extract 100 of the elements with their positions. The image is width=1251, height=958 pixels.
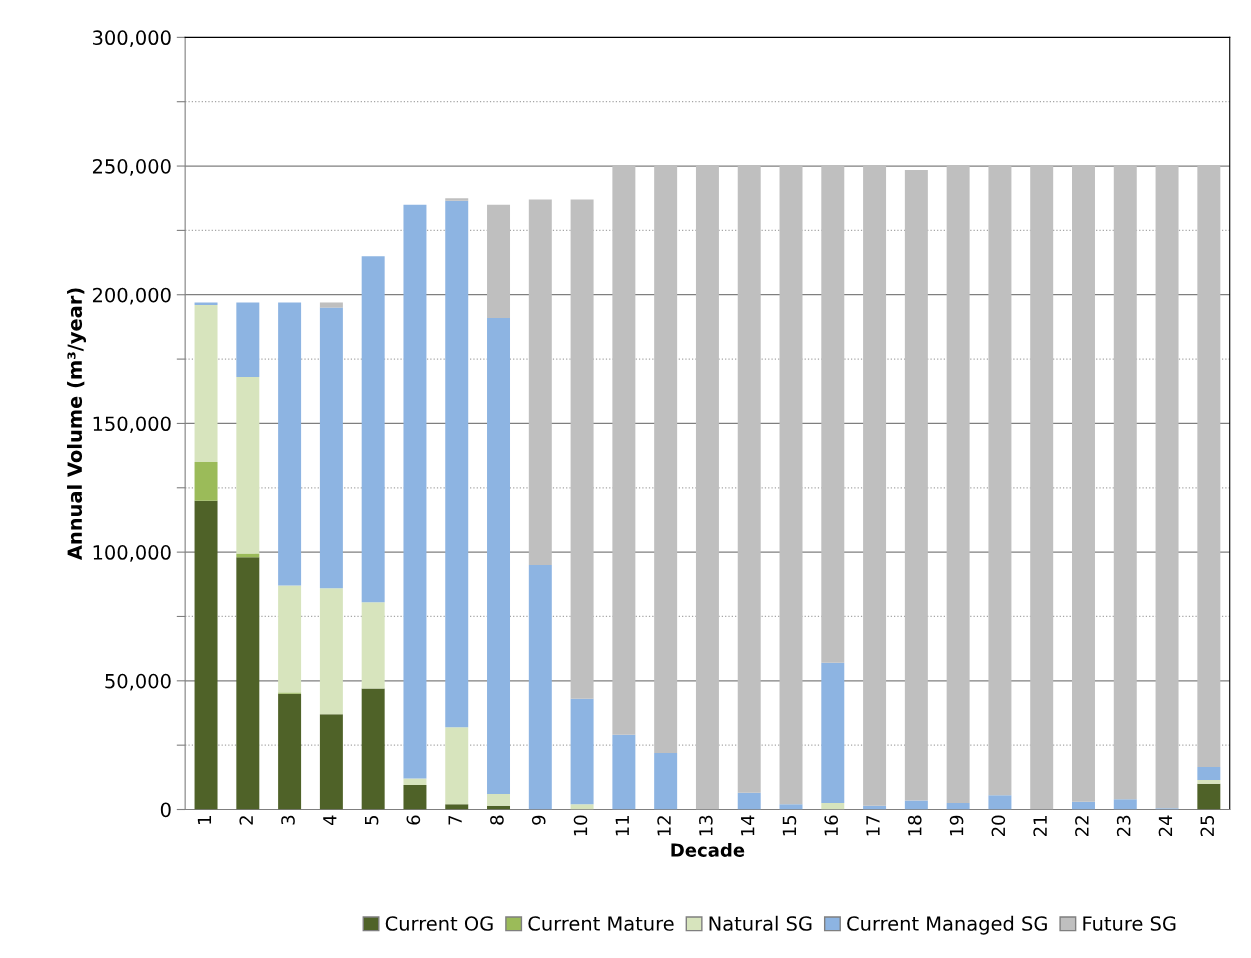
bar: [612, 734, 636, 810]
x-tick-label: 2: [239, 816, 253, 825]
bar: [487, 317, 511, 795]
x-tick-label: 11: [615, 816, 629, 836]
x-tick-label: 6: [406, 815, 421, 825]
bar: [278, 693, 302, 810]
bar: [361, 602, 385, 689]
bar: [1197, 783, 1221, 810]
bar: [570, 199, 594, 699]
legend-label: Current Managed SG: [847, 915, 1047, 935]
bar: [236, 302, 260, 378]
bar: [1197, 779, 1221, 784]
x-tick-label: 22: [1075, 816, 1089, 837]
x-axis-title: Decade: [671, 842, 745, 857]
bar: [445, 198, 469, 201]
bar: [403, 785, 427, 810]
bar: [361, 688, 385, 810]
bar: [821, 166, 845, 663]
bar: [612, 166, 636, 735]
bar: [403, 778, 427, 786]
bar: [654, 166, 678, 753]
legend-label: Current Mature: [528, 916, 674, 931]
bar: [194, 462, 218, 501]
x-tick-label: 3: [281, 815, 295, 825]
bar: [988, 166, 1012, 796]
x-tick-label: 4: [323, 815, 337, 825]
bar: [278, 585, 302, 693]
bar: [654, 752, 678, 810]
bar: [528, 565, 552, 810]
y-tick-label: 300,000: [93, 30, 171, 48]
x-tick-label: 21: [1033, 816, 1047, 837]
bar: [863, 166, 887, 806]
bar: [319, 588, 343, 715]
x-tick-label: 8: [490, 815, 504, 825]
bar: [278, 302, 302, 586]
x-tick-label: 20: [991, 815, 1006, 837]
bar: [821, 803, 845, 810]
bar: [737, 166, 761, 793]
x-tick-label: 23: [1116, 815, 1131, 837]
x-tick-label: 13: [699, 815, 713, 836]
bar: [487, 794, 511, 806]
bar: [779, 804, 803, 810]
bar: [570, 804, 594, 810]
bar: [361, 256, 385, 603]
bar: [194, 500, 218, 810]
bar: [194, 305, 218, 463]
y-tick-label: 100,000: [93, 545, 171, 562]
bar: [570, 698, 594, 805]
bar: [445, 727, 469, 805]
bar: [319, 302, 343, 308]
bar: [487, 204, 511, 318]
bar: [737, 792, 761, 810]
bar: [904, 169, 928, 801]
bar: [946, 803, 970, 810]
y-tick-label: 50,000: [105, 673, 171, 691]
bar: [1197, 767, 1221, 780]
x-tick-label: 15: [782, 815, 797, 836]
x-tick-label: 24: [1158, 815, 1173, 837]
x-tick-label: 12: [657, 816, 671, 836]
x-tick-label: 7: [448, 815, 462, 825]
y-tick-label: 0: [160, 802, 171, 818]
bar: [194, 302, 218, 306]
x-tick-label: 18: [907, 815, 922, 836]
y-tick-label: 250,000: [92, 159, 171, 176]
bar: [236, 553, 260, 558]
bar: [1072, 801, 1095, 810]
y-tick-label: 200,000: [92, 287, 171, 305]
x-tick-label: 1: [197, 816, 212, 824]
x-tick-label: 14: [741, 815, 755, 836]
bar: [695, 166, 719, 810]
bar: [1197, 166, 1221, 768]
bar: [1155, 166, 1179, 809]
x-tick-label: 16: [824, 815, 839, 836]
bar: [779, 166, 803, 805]
x-tick-label: 25: [1200, 815, 1215, 837]
bar: [528, 199, 552, 565]
bar: [319, 714, 343, 810]
bar: [236, 557, 260, 810]
bar: [1072, 166, 1095, 802]
x-tick-label: 9: [531, 815, 546, 825]
bar: [988, 795, 1012, 810]
x-tick-label: 10: [573, 815, 588, 836]
legend-label: Natural SG: [709, 915, 812, 931]
bar: [946, 166, 970, 804]
legend-label: Current OG: [385, 916, 493, 931]
y-axis-title: Annual Volume (m³/year): [67, 288, 86, 561]
x-tick-label: 5: [364, 815, 379, 825]
y-tick-label: 150,000: [93, 416, 171, 434]
legend-label: Future SG: [1083, 916, 1176, 931]
bar: [403, 204, 427, 779]
bar: [1113, 799, 1137, 810]
bar: [319, 307, 343, 589]
bar: [445, 804, 469, 810]
bar: [445, 200, 469, 728]
bar: [236, 377, 260, 554]
x-tick-label: 17: [866, 815, 880, 836]
bar: [1113, 166, 1137, 800]
bar: [821, 662, 845, 804]
bar: [1030, 166, 1054, 810]
x-tick-label: 19: [949, 815, 964, 836]
